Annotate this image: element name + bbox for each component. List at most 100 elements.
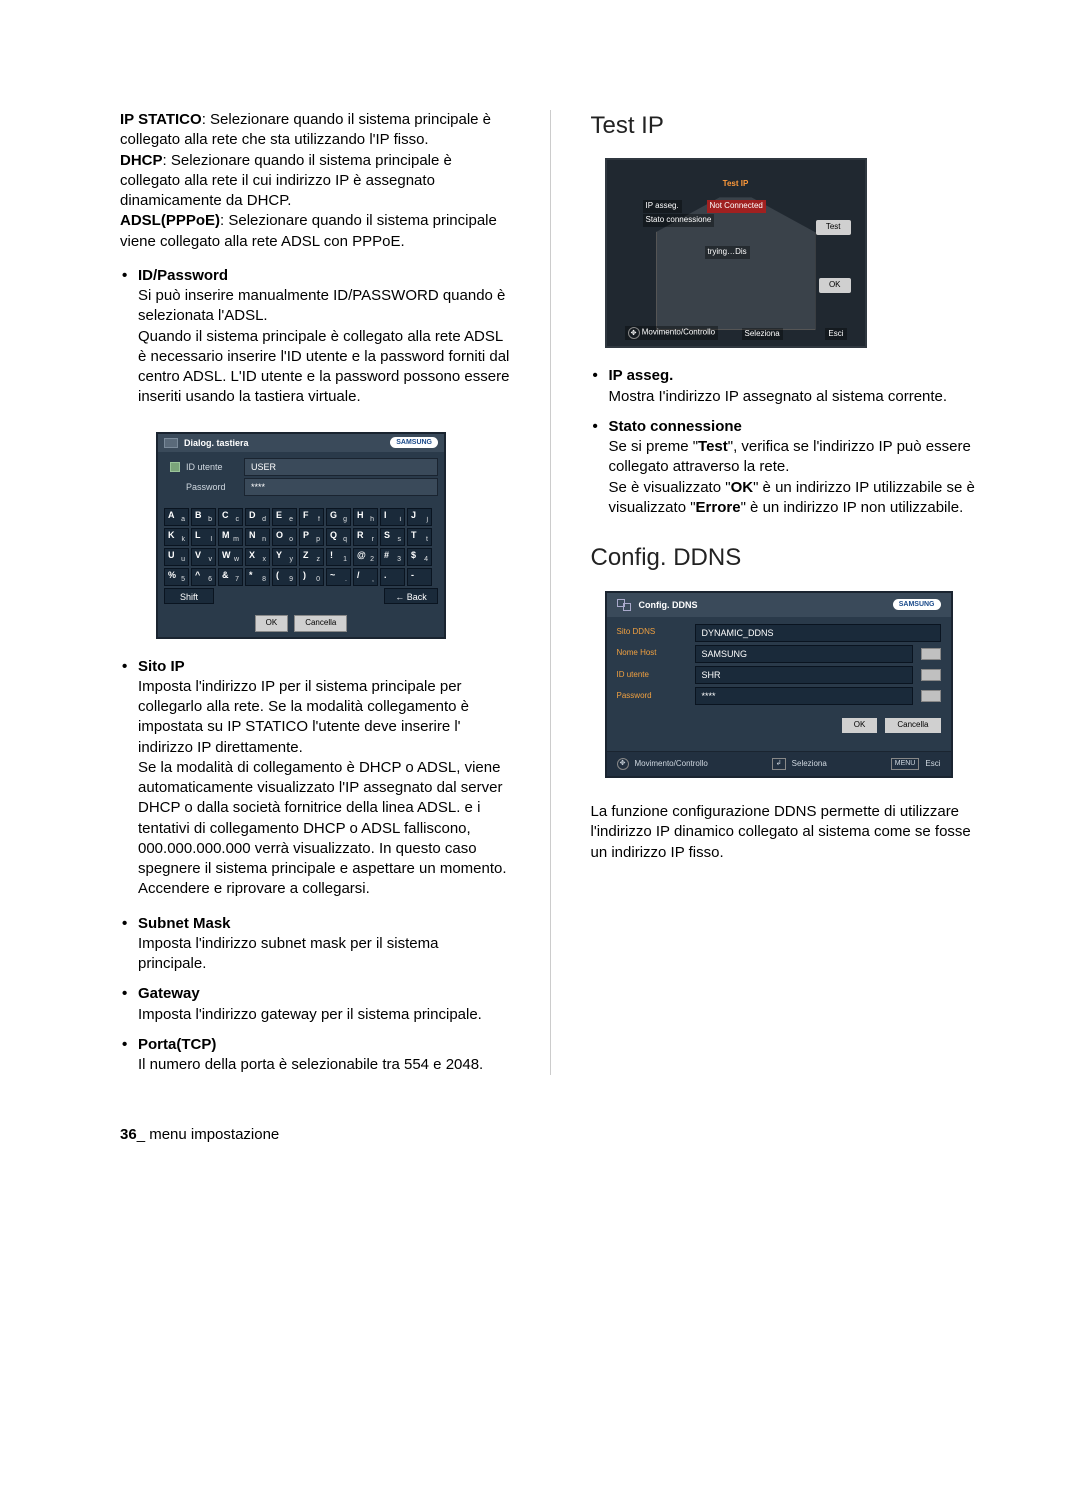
kb-key: Cc bbox=[218, 508, 243, 526]
kb-key: (9 bbox=[272, 568, 297, 586]
statoconn-label: Stato connessione bbox=[609, 418, 742, 435]
kb-id-value: USER bbox=[244, 458, 438, 476]
kb-key: *8 bbox=[245, 568, 270, 586]
kb-key: Xx bbox=[245, 548, 270, 566]
column-divider bbox=[550, 110, 551, 1075]
kb-key: Ff bbox=[299, 508, 324, 526]
intro-adsl: ADSL(PPPoE): Selezionare quando il siste… bbox=[120, 211, 510, 252]
bullet-ip-asseg: IP asseg. Mostra I'indirizzo IP assegnat… bbox=[591, 366, 981, 407]
ddns-rows: Sito DDNS DYNAMIC_DDNS Nome HostSAMSUNG ID … bbox=[607, 617, 951, 751]
ip-statico-label: IP STATICO bbox=[120, 111, 202, 128]
kb-key: Ee bbox=[272, 508, 297, 526]
kb-key: )0 bbox=[299, 568, 324, 586]
footer-text: menu impostazione bbox=[145, 1126, 279, 1143]
kb-key: Hh bbox=[353, 508, 378, 526]
keyboard-icon bbox=[921, 648, 941, 660]
statoconn-p1: Se si preme "Test", verifica se l'indiri… bbox=[609, 437, 981, 478]
testip-footer-esc: Esci bbox=[825, 328, 846, 341]
kb-key: Vv bbox=[191, 548, 216, 566]
statoconn-p2: Se è visualizzato "OK" è un indirizzo IP… bbox=[609, 478, 981, 519]
kb-key: Ww bbox=[218, 548, 243, 566]
testip-heading: Test IP bbox=[591, 110, 981, 142]
page-content: IP STATICO : Selezionare quando il sistem… bbox=[0, 0, 1080, 1115]
ddns-row-value: SAMSUNG bbox=[695, 645, 913, 663]
kb-key: Gg bbox=[326, 508, 351, 526]
samsung-logo: SAMSUNG bbox=[893, 599, 941, 610]
intro-ipstatico: IP STATICO: Selezionare quando il sistem… bbox=[120, 110, 510, 151]
kb-fields: ID utente USER Password **** bbox=[158, 452, 444, 502]
testip-notconnected: Not Connected bbox=[707, 200, 766, 213]
porta-p1: Il numero della porta è selezionabile tr… bbox=[138, 1055, 510, 1075]
intro-dhcp: DHCP: Selezionare quando il sistema prin… bbox=[120, 151, 510, 212]
ddns-row-value: SHR bbox=[695, 666, 913, 684]
ddns-footer: ✥ Movimento/Controllo ↲ Seleziona MENU E… bbox=[607, 751, 951, 776]
kb-key: Ii bbox=[380, 508, 405, 526]
ddns-row: Password**** bbox=[617, 687, 941, 705]
testip-footer-move: ✥ Movimento/Controllo bbox=[625, 326, 719, 340]
kb-key: Dd bbox=[245, 508, 270, 526]
idpw-p2: Quando il sistema principale è collegato… bbox=[138, 327, 510, 408]
bullet-id-password: ID/Password Si può inserire manualmente … bbox=[120, 266, 510, 408]
ddns-row: ID utente SHR bbox=[617, 666, 941, 684]
adsl-label: ADSL(PPPoE) bbox=[120, 212, 220, 229]
kb-titlebar: Dialog. tastiera SAMSUNG bbox=[158, 434, 444, 452]
dhcp-text: : Selezionare quando il sistema principa… bbox=[120, 152, 452, 210]
kb-key: Aa bbox=[164, 508, 189, 526]
page-footer: 36_ menu impostazione bbox=[0, 1115, 1080, 1215]
subnet-label: Subnet Mask bbox=[138, 915, 231, 932]
ddns-titlebar: Config. DDNS SAMSUNG bbox=[607, 593, 951, 617]
kb-title-text: Dialog. tastiera bbox=[184, 437, 249, 449]
ddns-row: Sito DDNS DYNAMIC_DDNS bbox=[617, 624, 941, 642]
joystick-icon: ✥ bbox=[628, 327, 640, 339]
ddns-row: Nome HostSAMSUNG bbox=[617, 645, 941, 663]
network-icon bbox=[617, 599, 631, 611]
kb-key: Kk bbox=[164, 528, 189, 546]
keyboard-dialog: Dialog. tastiera SAMSUNG ID utente USER … bbox=[156, 432, 446, 639]
left-column: IP STATICO : Selezionare quando il sistem… bbox=[120, 110, 510, 1075]
kb-keys: AaBbCcDdEeFfGgHhIiJjKkLlMmNnOoPpQqRrSsTt… bbox=[158, 502, 444, 610]
bullet-stato-conn: Stato connessione Se si preme "Test", ve… bbox=[591, 417, 981, 518]
subnet-p1: Imposta l'indirizzo subnet mask per il s… bbox=[138, 934, 510, 975]
testip-trying: trying…Dis bbox=[705, 246, 750, 259]
kb-cancel-button: Cancella bbox=[294, 615, 347, 632]
kb-key: Qq bbox=[326, 528, 351, 546]
kb-key: @2 bbox=[353, 548, 378, 566]
sitoip-p1: Imposta l'indirizzo IP per il sistema pr… bbox=[138, 677, 510, 758]
kb-key: Uu bbox=[164, 548, 189, 566]
footer-sep: _ bbox=[137, 1126, 145, 1143]
testip-panel-title: Test IP bbox=[720, 178, 752, 191]
right-column: Test IP Test IP IP asseg. Not Connected … bbox=[591, 110, 981, 1075]
enter-icon: ↲ bbox=[772, 758, 786, 769]
keyboard-icon bbox=[164, 438, 178, 448]
testip-screenshot: Test IP IP asseg. Not Connected Stato co… bbox=[605, 158, 867, 348]
bullet-sitoip: Sito IP Imposta l'indirizzo IP per il si… bbox=[120, 657, 510, 900]
kb-key: Pp bbox=[299, 528, 324, 546]
ddns-cancel-button: Cancella bbox=[885, 718, 940, 733]
kb-key: Mm bbox=[218, 528, 243, 546]
kb-key: $4 bbox=[407, 548, 432, 566]
kb-key: #3 bbox=[380, 548, 405, 566]
kb-key: Bb bbox=[191, 508, 216, 526]
testip-footer-sel: Seleziona bbox=[742, 328, 783, 341]
keyboard-icon bbox=[921, 690, 941, 702]
check-icon bbox=[170, 462, 180, 472]
page-number: 36 bbox=[120, 1126, 137, 1143]
ddns-row-value: **** bbox=[695, 687, 913, 705]
kb-pw-value: **** bbox=[244, 478, 438, 496]
kb-key: Ll bbox=[191, 528, 216, 546]
bullet-porta: Porta(TCP) Il numero della porta è selez… bbox=[120, 1035, 510, 1076]
ddns-row-value: DYNAMIC_DDNS bbox=[695, 624, 941, 642]
joystick-icon: ✥ bbox=[617, 758, 629, 770]
kb-key: Ss bbox=[380, 528, 405, 546]
ddns-row-label: ID utente bbox=[617, 670, 687, 681]
ddns-row-label: Sito DDNS bbox=[617, 627, 687, 638]
idpw-p1: Si può inserire manualmente ID/PASSWORD … bbox=[138, 286, 510, 327]
menu-icon: MENU bbox=[891, 758, 920, 769]
testip-ip-label: IP asseg. bbox=[643, 200, 682, 213]
ipasseg-text: Mostra I'indirizzo IP assegnato al siste… bbox=[609, 387, 981, 407]
kb-key: - bbox=[407, 568, 432, 586]
ipasseg-label: IP asseg. bbox=[609, 367, 674, 384]
kb-key: Yy bbox=[272, 548, 297, 566]
kb-key: Zz bbox=[299, 548, 324, 566]
kb-key: Nn bbox=[245, 528, 270, 546]
